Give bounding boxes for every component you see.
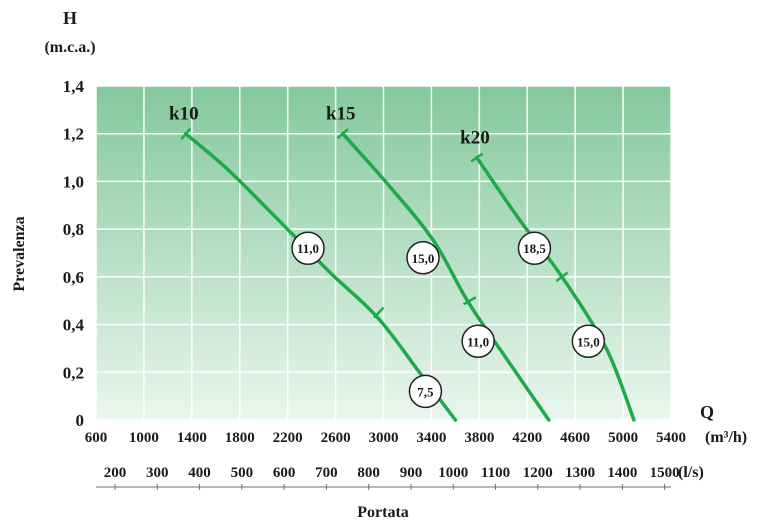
power-label-circle <box>571 324 606 359</box>
x-tick-label: 2600 <box>321 430 351 446</box>
curve-k15 <box>341 131 551 422</box>
y-tick-label: 0 <box>76 411 85 430</box>
curves: k10 11,0 7,5 k15 15,0 11,0 k20 18,5 15,0 <box>169 104 636 422</box>
power-label: 15,0 <box>577 334 600 349</box>
curve-k10 <box>184 131 458 422</box>
secondary-x-tick-label: 900 <box>400 465 423 481</box>
power-label-circle <box>517 231 552 265</box>
x-tick-label: 3400 <box>416 430 446 446</box>
y-tick-label: 1,0 <box>63 172 84 191</box>
power-label: 7,5 <box>417 384 434 399</box>
secondary-x-tick-label: 200 <box>104 465 127 481</box>
x-axis-secondary-unit: (l/s) <box>678 464 704 481</box>
secondary-x-tick-label: 600 <box>273 465 296 481</box>
secondary-x-ticks: 200 300 400 500 600 700 800 900 1000 1100 1200 1300… <box>104 465 680 490</box>
x-tick-label: 2200 <box>273 430 303 446</box>
secondary-x-tick-label: 500 <box>231 465 254 481</box>
y-tick-labels: 0 0,2 0,4 0,6 0,8 1,0 1,2 1,4 <box>63 77 85 430</box>
curve-tick-mark <box>470 152 484 163</box>
power-label: 15,0 <box>412 251 435 266</box>
x-tick-label: 3000 <box>369 430 399 446</box>
x-tick-label: 1400 <box>177 430 207 446</box>
x-tick-label: 5000 <box>608 430 638 446</box>
curve-tick-mark <box>180 127 192 140</box>
power-label-circle <box>408 374 443 409</box>
y-axis-unit: (m.c.a.) <box>44 39 95 56</box>
x-tick-labels: 600 1000 1400 1800 2200 2600 3000 3400 3800 4200 4… <box>85 430 686 446</box>
x-axis-title: Portata <box>357 504 409 521</box>
x-tick-label: 5400 <box>656 430 686 446</box>
y-tick-label: 0,4 <box>63 316 85 335</box>
y-tick-label: 1,2 <box>63 125 84 144</box>
x-tick-label: 4600 <box>560 430 590 446</box>
x-tick-label: 1800 <box>225 430 255 446</box>
power-label: 11,0 <box>467 334 489 349</box>
power-label-circle <box>291 231 325 265</box>
power-label-circle <box>406 241 440 275</box>
curve-label-k10: k10 <box>169 104 199 125</box>
y-tick-label: 1,4 <box>63 77 85 96</box>
secondary-x-tick-label: 300 <box>146 465 169 481</box>
y-tick-label: 0,6 <box>63 268 84 287</box>
secondary-x-tick-label: 1100 <box>481 465 510 481</box>
curve-tick-mark <box>555 271 569 283</box>
secondary-x-tick-label: 1200 <box>523 465 553 481</box>
x-tick-label: 3800 <box>464 430 494 446</box>
y-tick-label: 0,8 <box>63 220 84 239</box>
power-label-circle <box>461 324 495 359</box>
power-label: 11,0 <box>297 241 319 256</box>
x-axis-unit: (m³/h) <box>705 429 747 446</box>
secondary-x-tick-label: 1400 <box>607 465 637 481</box>
y-axis-symbol: H <box>63 8 77 28</box>
y-tick-label: 0,2 <box>63 363 84 382</box>
secondary-x-tick-label: 800 <box>357 465 380 481</box>
secondary-x-tick-label: 700 <box>315 465 338 481</box>
curve-label-k20: k20 <box>460 128 490 149</box>
secondary-x-tick-label: 400 <box>188 465 211 481</box>
secondary-x-tick-label: 1000 <box>438 465 468 481</box>
y-axis-title: Prevalenza <box>11 216 28 291</box>
x-tick-label: 600 <box>85 430 108 446</box>
x-tick-label: 4200 <box>512 430 542 446</box>
x-tick-label: 1000 <box>129 430 159 446</box>
x-axis-symbol: Q <box>700 402 714 422</box>
curve-tick-mark <box>372 306 385 319</box>
secondary-x-tick-label: 1300 <box>565 465 595 481</box>
curve-label-k15: k15 <box>326 104 356 125</box>
curve-tick-mark <box>336 128 349 140</box>
secondary-x-tick-label: 1500 <box>650 465 680 481</box>
curve-tick-mark <box>463 296 477 306</box>
power-label: 18,5 <box>523 241 546 256</box>
